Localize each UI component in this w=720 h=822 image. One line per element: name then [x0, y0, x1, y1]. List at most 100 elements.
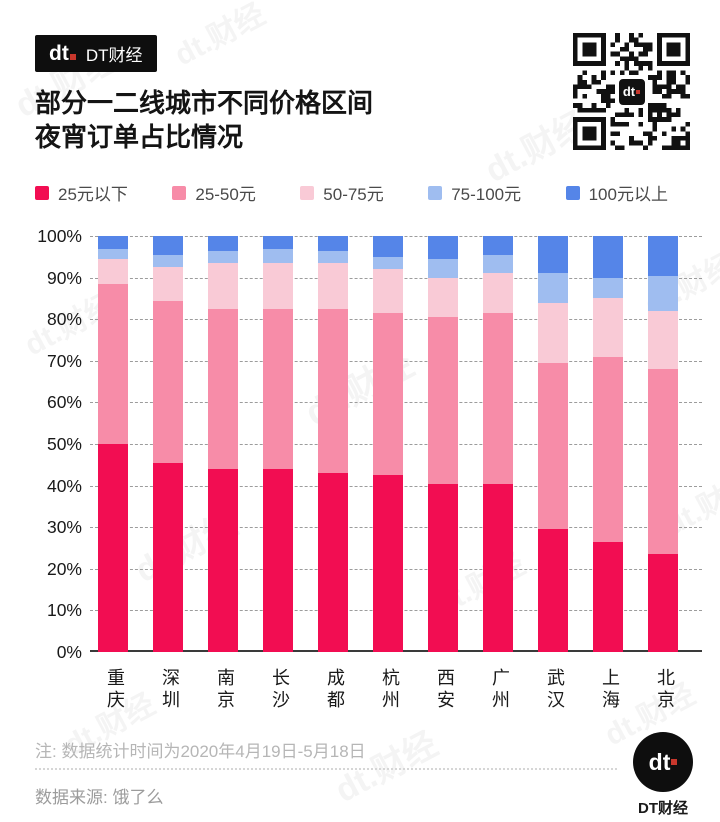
y-tick-label: 90% [46, 267, 82, 288]
footer-logo-text: dt [648, 748, 671, 775]
bar-segment [373, 256, 403, 270]
bar-segment [593, 277, 623, 299]
x-axis-label-上海: 上海 [600, 668, 620, 712]
x-axis-label-北京: 北京 [655, 668, 675, 712]
x-axis-label-西安: 西安 [435, 668, 455, 712]
stacked-bar-杭州 [373, 236, 403, 652]
bar-segment [98, 236, 128, 249]
bar-segment [483, 273, 513, 313]
bar-segment [208, 263, 238, 309]
x-axis-label-深圳: 深圳 [160, 668, 180, 712]
legend-label: 50-75元 [323, 185, 384, 204]
bar-segment [98, 248, 128, 259]
data-source: 数据来源: 饿了么 [35, 788, 164, 807]
dt-logo-icon: dt [49, 42, 76, 66]
bar-segment [373, 312, 403, 476]
bar-segment [263, 308, 293, 469]
stacked-bar-北京 [648, 236, 678, 652]
legend-swatch-icon [35, 185, 49, 200]
brand-badge: dt DT财经 [35, 35, 157, 72]
y-tick-label: 100% [37, 226, 82, 246]
bar-segment [153, 236, 183, 255]
stacked-bar-武汉 [538, 236, 568, 652]
bar-segment [208, 468, 238, 652]
bar-segment [483, 236, 513, 255]
y-tick-label: 80% [46, 309, 82, 330]
bar-segment [648, 236, 678, 276]
bar-segment [318, 250, 348, 264]
brand-name: DT财经 [85, 46, 143, 65]
footer-brand-name: DT财经 [638, 800, 688, 817]
legend-label: 75-100元 [451, 185, 522, 204]
dt-logo-circle-icon: dt [633, 732, 693, 792]
legend-item-0: 25元以下 [35, 180, 128, 205]
x-axis-labels: 重庆 深圳 南京 长沙 成都 杭州 西安 广州 武汉 上海 北京 [90, 661, 702, 719]
bar-segment [648, 275, 678, 311]
bar-segment [98, 444, 128, 652]
bar-segment [538, 236, 568, 274]
stacked-bar-南京 [208, 236, 238, 652]
bar-segment [648, 310, 678, 370]
bar-segment [153, 300, 183, 463]
bar-segment [208, 250, 238, 264]
bar-segment [648, 554, 678, 652]
y-axis-labels: 100% 90% 80% 70% 60% 50% 40% 30% 20% 10% 0% [0, 226, 82, 662]
bar-segment [318, 473, 348, 652]
x-axis-label-成都: 成都 [325, 668, 345, 712]
bar-segment [538, 529, 568, 652]
bar-segment [98, 258, 128, 284]
bar-segment [263, 468, 293, 652]
legend-label: 25-50元 [195, 185, 256, 204]
qr-code: dt [573, 33, 690, 150]
stacked-bar-深圳 [153, 236, 183, 652]
bar-segment [428, 317, 458, 484]
chart-title-line2: 夜宵订单占比情况 [35, 122, 244, 152]
x-axis-label-长沙: 长沙 [270, 668, 290, 712]
bar-segment [318, 263, 348, 309]
y-tick-label: 40% [46, 475, 82, 496]
bar-segment [593, 356, 623, 542]
qr-code-pattern [573, 33, 690, 150]
bar-segment [593, 236, 623, 278]
bar-segment [153, 267, 183, 301]
bar-segment [208, 308, 238, 469]
stacked-bar-成都 [318, 236, 348, 652]
bar-segment [318, 308, 348, 474]
bar-segment [538, 302, 568, 363]
legend-swatch-icon [172, 185, 187, 200]
y-tick-label: 10% [46, 600, 82, 621]
x-axis-label-武汉: 武汉 [545, 668, 565, 712]
bar-segment [318, 236, 348, 251]
bar-segment [648, 369, 678, 555]
legend-swatch-icon [428, 185, 443, 200]
bar-segment [538, 362, 568, 530]
dt-logo-text: dt [49, 41, 69, 65]
bar-segment [263, 236, 293, 249]
bar-segment [98, 283, 128, 444]
bar-segment [538, 273, 568, 303]
qr-center-logo: dt [615, 75, 648, 108]
x-axis-label-广州: 广州 [490, 668, 510, 712]
bar-segment [263, 248, 293, 264]
bar-segment [373, 236, 403, 257]
bar-segment [153, 462, 183, 652]
bar-segment [428, 258, 458, 278]
red-dot-icon [69, 53, 76, 60]
chart-title-line1: 部分一二线城市不同价格区间 [35, 88, 374, 118]
stacked-bar-西安 [428, 236, 458, 652]
bar-segment [428, 236, 458, 259]
y-tick-label: 30% [46, 517, 82, 538]
bar-segment [208, 236, 238, 251]
y-tick-label: 0% [56, 642, 82, 662]
dotted-divider [35, 768, 617, 770]
bar-group [90, 236, 702, 652]
bar-segment [373, 269, 403, 313]
legend-item-2: 50-75元 [300, 180, 384, 205]
stacked-bar-上海 [593, 236, 623, 652]
bar-segment [593, 541, 623, 652]
y-tick-label: 60% [46, 392, 82, 413]
plot-area [90, 236, 702, 652]
bar-segment [483, 483, 513, 652]
watermark-text: dt.财经 [329, 725, 444, 811]
